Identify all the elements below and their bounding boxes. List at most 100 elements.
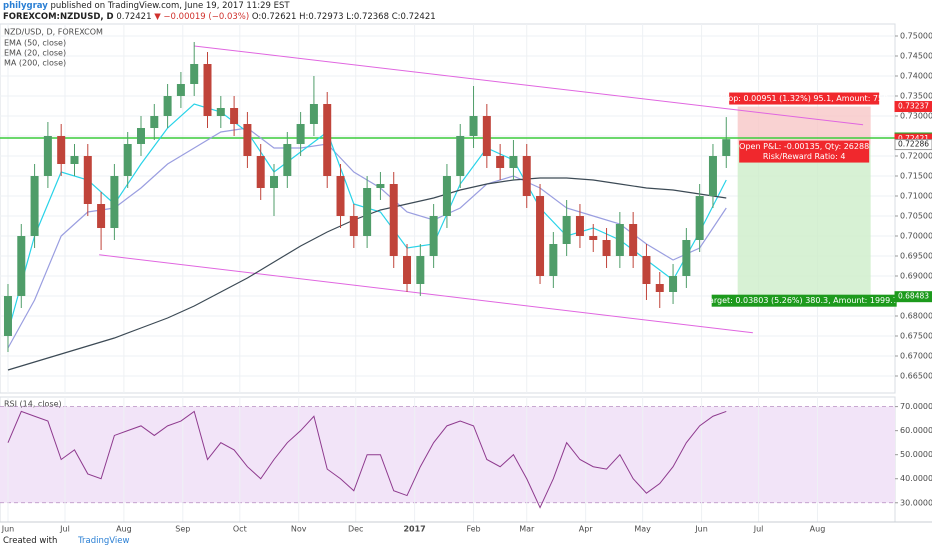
candle-body — [363, 188, 372, 236]
x-tick-label: Jul — [59, 525, 70, 534]
candle-body — [509, 156, 518, 168]
candle-body — [456, 136, 465, 176]
quote-line: FOREXCOM:NZDUSD, D 0.72421 ▼ −0.00019 (−… — [3, 12, 436, 22]
y-tick-label: 0.70000 — [900, 232, 932, 241]
candle-body — [203, 64, 212, 116]
author[interactable]: philygray — [3, 1, 48, 11]
candle-body — [522, 156, 531, 196]
candle-body — [722, 139, 731, 156]
reward-zone — [737, 144, 871, 297]
candle-body — [349, 216, 358, 236]
candle-body — [575, 216, 584, 236]
candle-body — [323, 104, 332, 176]
candle-body — [57, 136, 66, 164]
y-tick-label: 70.0000 — [900, 402, 932, 411]
y-tick-label: 0.74000 — [900, 72, 932, 81]
candle-body — [216, 108, 225, 116]
candle-body — [123, 144, 132, 176]
price-tag-label: 0.72421 — [898, 134, 929, 143]
price-tag-label: 0.68483 — [898, 292, 929, 301]
stop-label-box — [729, 92, 880, 105]
candle-body — [136, 128, 145, 144]
candle-body — [469, 116, 478, 136]
candle-body — [602, 240, 611, 256]
price-tag — [894, 291, 932, 303]
y-tick-label: 0.69000 — [900, 272, 932, 281]
candle-body — [429, 216, 438, 256]
candle-body — [376, 184, 385, 188]
candle-body — [536, 196, 545, 276]
candle-body — [17, 236, 26, 296]
y-tick-label: 60.0000 — [900, 426, 932, 435]
price-tag — [894, 101, 932, 113]
candle-body — [655, 284, 664, 292]
target-label: Target: 0.03803 (5.26%) 380.3, Amount: 1… — [704, 296, 903, 305]
change: ▼ −0.00019 (−0.03%) — [154, 12, 250, 22]
x-tick-label: Jun — [1, 525, 15, 534]
x-tick-label: Oct — [233, 525, 247, 534]
candle-body — [442, 176, 451, 216]
brand[interactable]: TradingView — [78, 536, 130, 546]
stop-label: Stop: 0.00951 (1.32%) 95.1, Amount: 750 — [720, 94, 888, 103]
x-tick-label: Feb — [466, 525, 480, 534]
candle-body — [496, 156, 505, 168]
candle-body — [283, 144, 292, 176]
pnl-label: Open P&L: -0.00135, Qty: 26288 — [739, 142, 869, 151]
y-tick-label: 0.74500 — [900, 52, 932, 61]
candle-body — [70, 156, 79, 164]
candle-body — [150, 116, 159, 128]
y-tick-label: 0.73000 — [900, 112, 932, 121]
x-tick-label: Aug — [116, 525, 132, 534]
x-tick-label: May — [634, 525, 651, 534]
y-tick-label: 0.67000 — [900, 352, 932, 361]
candle-body — [615, 224, 624, 256]
candle-body — [403, 256, 412, 284]
candle-body — [270, 176, 279, 188]
candle-body — [110, 176, 119, 228]
candle-body — [97, 204, 106, 228]
last-price: 0.72421 — [116, 12, 152, 22]
candle-body — [163, 96, 172, 116]
target-label-box — [711, 294, 897, 307]
x-tick-label: 2017 — [403, 525, 425, 534]
symbol: FOREXCOM:NZDUSD, D — [3, 12, 114, 22]
published: published on TradingView.com, June 19, 2… — [50, 1, 290, 11]
candle-body — [642, 256, 651, 284]
created-with: Created with — [3, 536, 58, 546]
y-tick-label: 40.0000 — [900, 474, 932, 483]
candle-body — [336, 176, 345, 216]
y-tick-label: 0.70500 — [900, 212, 932, 221]
footer: Created with TradingView — [3, 536, 129, 546]
legend-entry: MA (200, close) — [4, 59, 66, 68]
candle-body — [629, 224, 638, 256]
candle-body — [296, 124, 305, 144]
candle-body — [682, 240, 691, 276]
candle-body — [190, 64, 199, 84]
candle-body — [176, 84, 185, 96]
x-tick-label: Jul — [753, 525, 764, 534]
header-line: philygray published on TradingView.com, … — [3, 1, 290, 11]
candle-body — [243, 124, 252, 156]
candle-body — [256, 156, 265, 188]
x-tick-label: Nov — [291, 525, 307, 534]
price-tag-label: 0.72286 — [898, 140, 929, 149]
y-tick-label: 0.75000 — [900, 32, 932, 41]
price-tag — [894, 139, 932, 151]
x-tick-label: Apr — [579, 525, 594, 534]
candle-body — [389, 184, 398, 256]
y-tick-label: 0.68000 — [900, 312, 932, 321]
candle-body — [43, 136, 52, 176]
y-tick-label: 0.71500 — [900, 172, 932, 181]
candle-body — [482, 116, 491, 156]
y-tick-label: 0.71000 — [900, 192, 932, 201]
x-tick-label: Dec — [348, 525, 363, 534]
candle-body — [309, 104, 318, 124]
y-tick-label: 0.72000 — [900, 152, 932, 161]
candle-body — [562, 216, 571, 244]
rr-label: Risk/Reward Ratio: 4 — [763, 152, 845, 161]
x-tick-label: Aug — [810, 525, 826, 534]
candle-body — [230, 108, 239, 124]
candle-body — [695, 196, 704, 240]
ohlc: O:0.72621 H:0.72973 L:0.72368 C:0.72421 — [251, 12, 436, 22]
